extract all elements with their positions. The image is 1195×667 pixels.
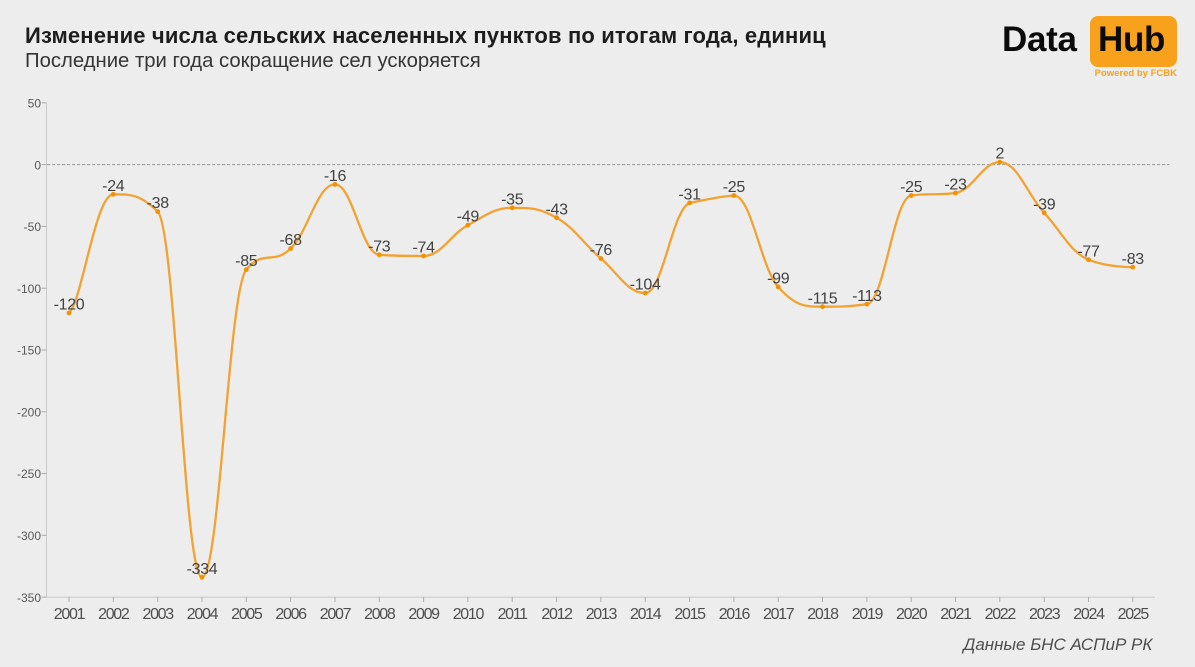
svg-text:2003: 2003: [142, 606, 174, 623]
svg-text:2004: 2004: [187, 606, 219, 623]
svg-text:2020: 2020: [896, 606, 928, 623]
svg-text:-68: -68: [279, 232, 302, 249]
svg-text:-16: -16: [324, 168, 347, 185]
svg-text:2: 2: [995, 146, 1004, 163]
svg-text:2016: 2016: [719, 606, 751, 623]
svg-text:-83: -83: [1122, 251, 1145, 268]
svg-text:-113: -113: [852, 288, 882, 305]
svg-text:-25: -25: [900, 179, 923, 196]
svg-text:-43: -43: [545, 201, 568, 218]
svg-text:-23: -23: [944, 177, 967, 194]
svg-text:50: 50: [28, 97, 42, 111]
svg-text:-49: -49: [457, 209, 480, 226]
svg-text:2014: 2014: [630, 606, 662, 623]
svg-text:-350: -350: [17, 591, 41, 605]
svg-text:2009: 2009: [408, 606, 440, 623]
svg-text:-120: -120: [54, 297, 85, 314]
svg-text:-77: -77: [1077, 243, 1100, 260]
svg-text:-334: -334: [187, 561, 218, 578]
svg-text:-115: -115: [808, 290, 838, 307]
svg-text:-250: -250: [17, 467, 41, 481]
svg-text:-74: -74: [412, 240, 435, 257]
svg-text:2021: 2021: [940, 606, 972, 623]
svg-text:-38: -38: [147, 195, 170, 212]
svg-text:-25: -25: [723, 179, 746, 196]
svg-text:2011: 2011: [498, 606, 529, 623]
svg-text:2013: 2013: [586, 606, 618, 623]
svg-text:2002: 2002: [98, 606, 130, 623]
svg-text:-24: -24: [102, 178, 125, 195]
svg-text:0: 0: [34, 158, 41, 172]
svg-text:-200: -200: [17, 405, 41, 419]
svg-text:-39: -39: [1033, 196, 1056, 213]
svg-text:-73: -73: [368, 238, 391, 255]
svg-text:-99: -99: [767, 271, 790, 288]
svg-text:2005: 2005: [231, 606, 263, 623]
svg-text:2006: 2006: [275, 606, 307, 623]
svg-text:2024: 2024: [1073, 606, 1105, 623]
svg-text:2010: 2010: [453, 606, 485, 623]
svg-text:-76: -76: [590, 242, 613, 259]
svg-text:-100: -100: [17, 282, 41, 296]
svg-text:2025: 2025: [1118, 606, 1150, 623]
svg-text:2007: 2007: [320, 606, 352, 623]
svg-text:2018: 2018: [807, 606, 839, 623]
svg-text:-85: -85: [235, 253, 258, 270]
svg-text:2023: 2023: [1029, 606, 1061, 623]
svg-text:-104: -104: [630, 277, 661, 294]
svg-text:2022: 2022: [985, 606, 1017, 623]
svg-text:-300: -300: [17, 529, 41, 543]
svg-text:2008: 2008: [364, 606, 396, 623]
svg-text:-150: -150: [17, 344, 41, 358]
svg-text:-50: -50: [24, 220, 42, 234]
svg-text:2015: 2015: [674, 606, 706, 623]
svg-text:-35: -35: [501, 191, 524, 208]
svg-text:2012: 2012: [541, 606, 573, 623]
svg-text:2019: 2019: [852, 606, 884, 623]
svg-text:2001: 2001: [54, 606, 86, 623]
svg-text:2017: 2017: [763, 606, 795, 623]
svg-text:-31: -31: [678, 187, 701, 204]
